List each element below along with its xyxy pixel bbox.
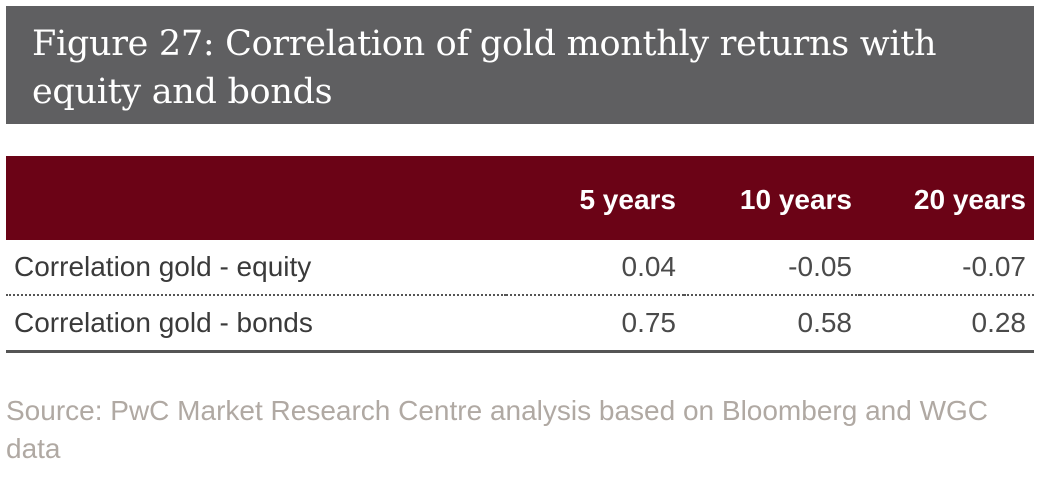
figure-title: Figure 27: Correlation of gold monthly r… — [32, 24, 937, 112]
equity-20-years-value: -0.07 — [860, 240, 1034, 296]
header-5-years: 5 years — [579, 184, 676, 215]
header-20-years: 20 years — [913, 184, 1026, 215]
header-label-cell — [6, 156, 506, 240]
figure-title-box: Figure 27: Correlation of gold monthly r… — [6, 6, 1034, 124]
row-label-equity: Correlation gold - equity — [6, 240, 506, 296]
bonds-20-years-value: 0.28 — [860, 295, 1034, 353]
row-label-bonds: Correlation gold - bonds — [6, 295, 506, 353]
equity-10-years-value: -0.05 — [684, 240, 860, 296]
bonds-10-years-value: 0.58 — [684, 295, 860, 353]
equity-5-years-value: 0.04 — [506, 240, 684, 296]
table-row-bonds: Correlation gold - bonds 0.75 0.58 0.28 — [6, 295, 1034, 353]
table-row-equity: Correlation gold - equity 0.04 -0.05 -0.… — [6, 240, 1034, 296]
source-note: Source: PwC Market Research Centre analy… — [6, 395, 988, 464]
table-header-row: 5 years 10 years 20 years — [6, 156, 1034, 240]
correlation-table-container: 5 years 10 years 20 years Correlation go… — [6, 156, 1034, 353]
correlation-table: 5 years 10 years 20 years Correlation go… — [6, 156, 1034, 353]
bonds-5-years-value: 0.75 — [506, 295, 684, 353]
header-10-years: 10 years — [739, 184, 852, 215]
